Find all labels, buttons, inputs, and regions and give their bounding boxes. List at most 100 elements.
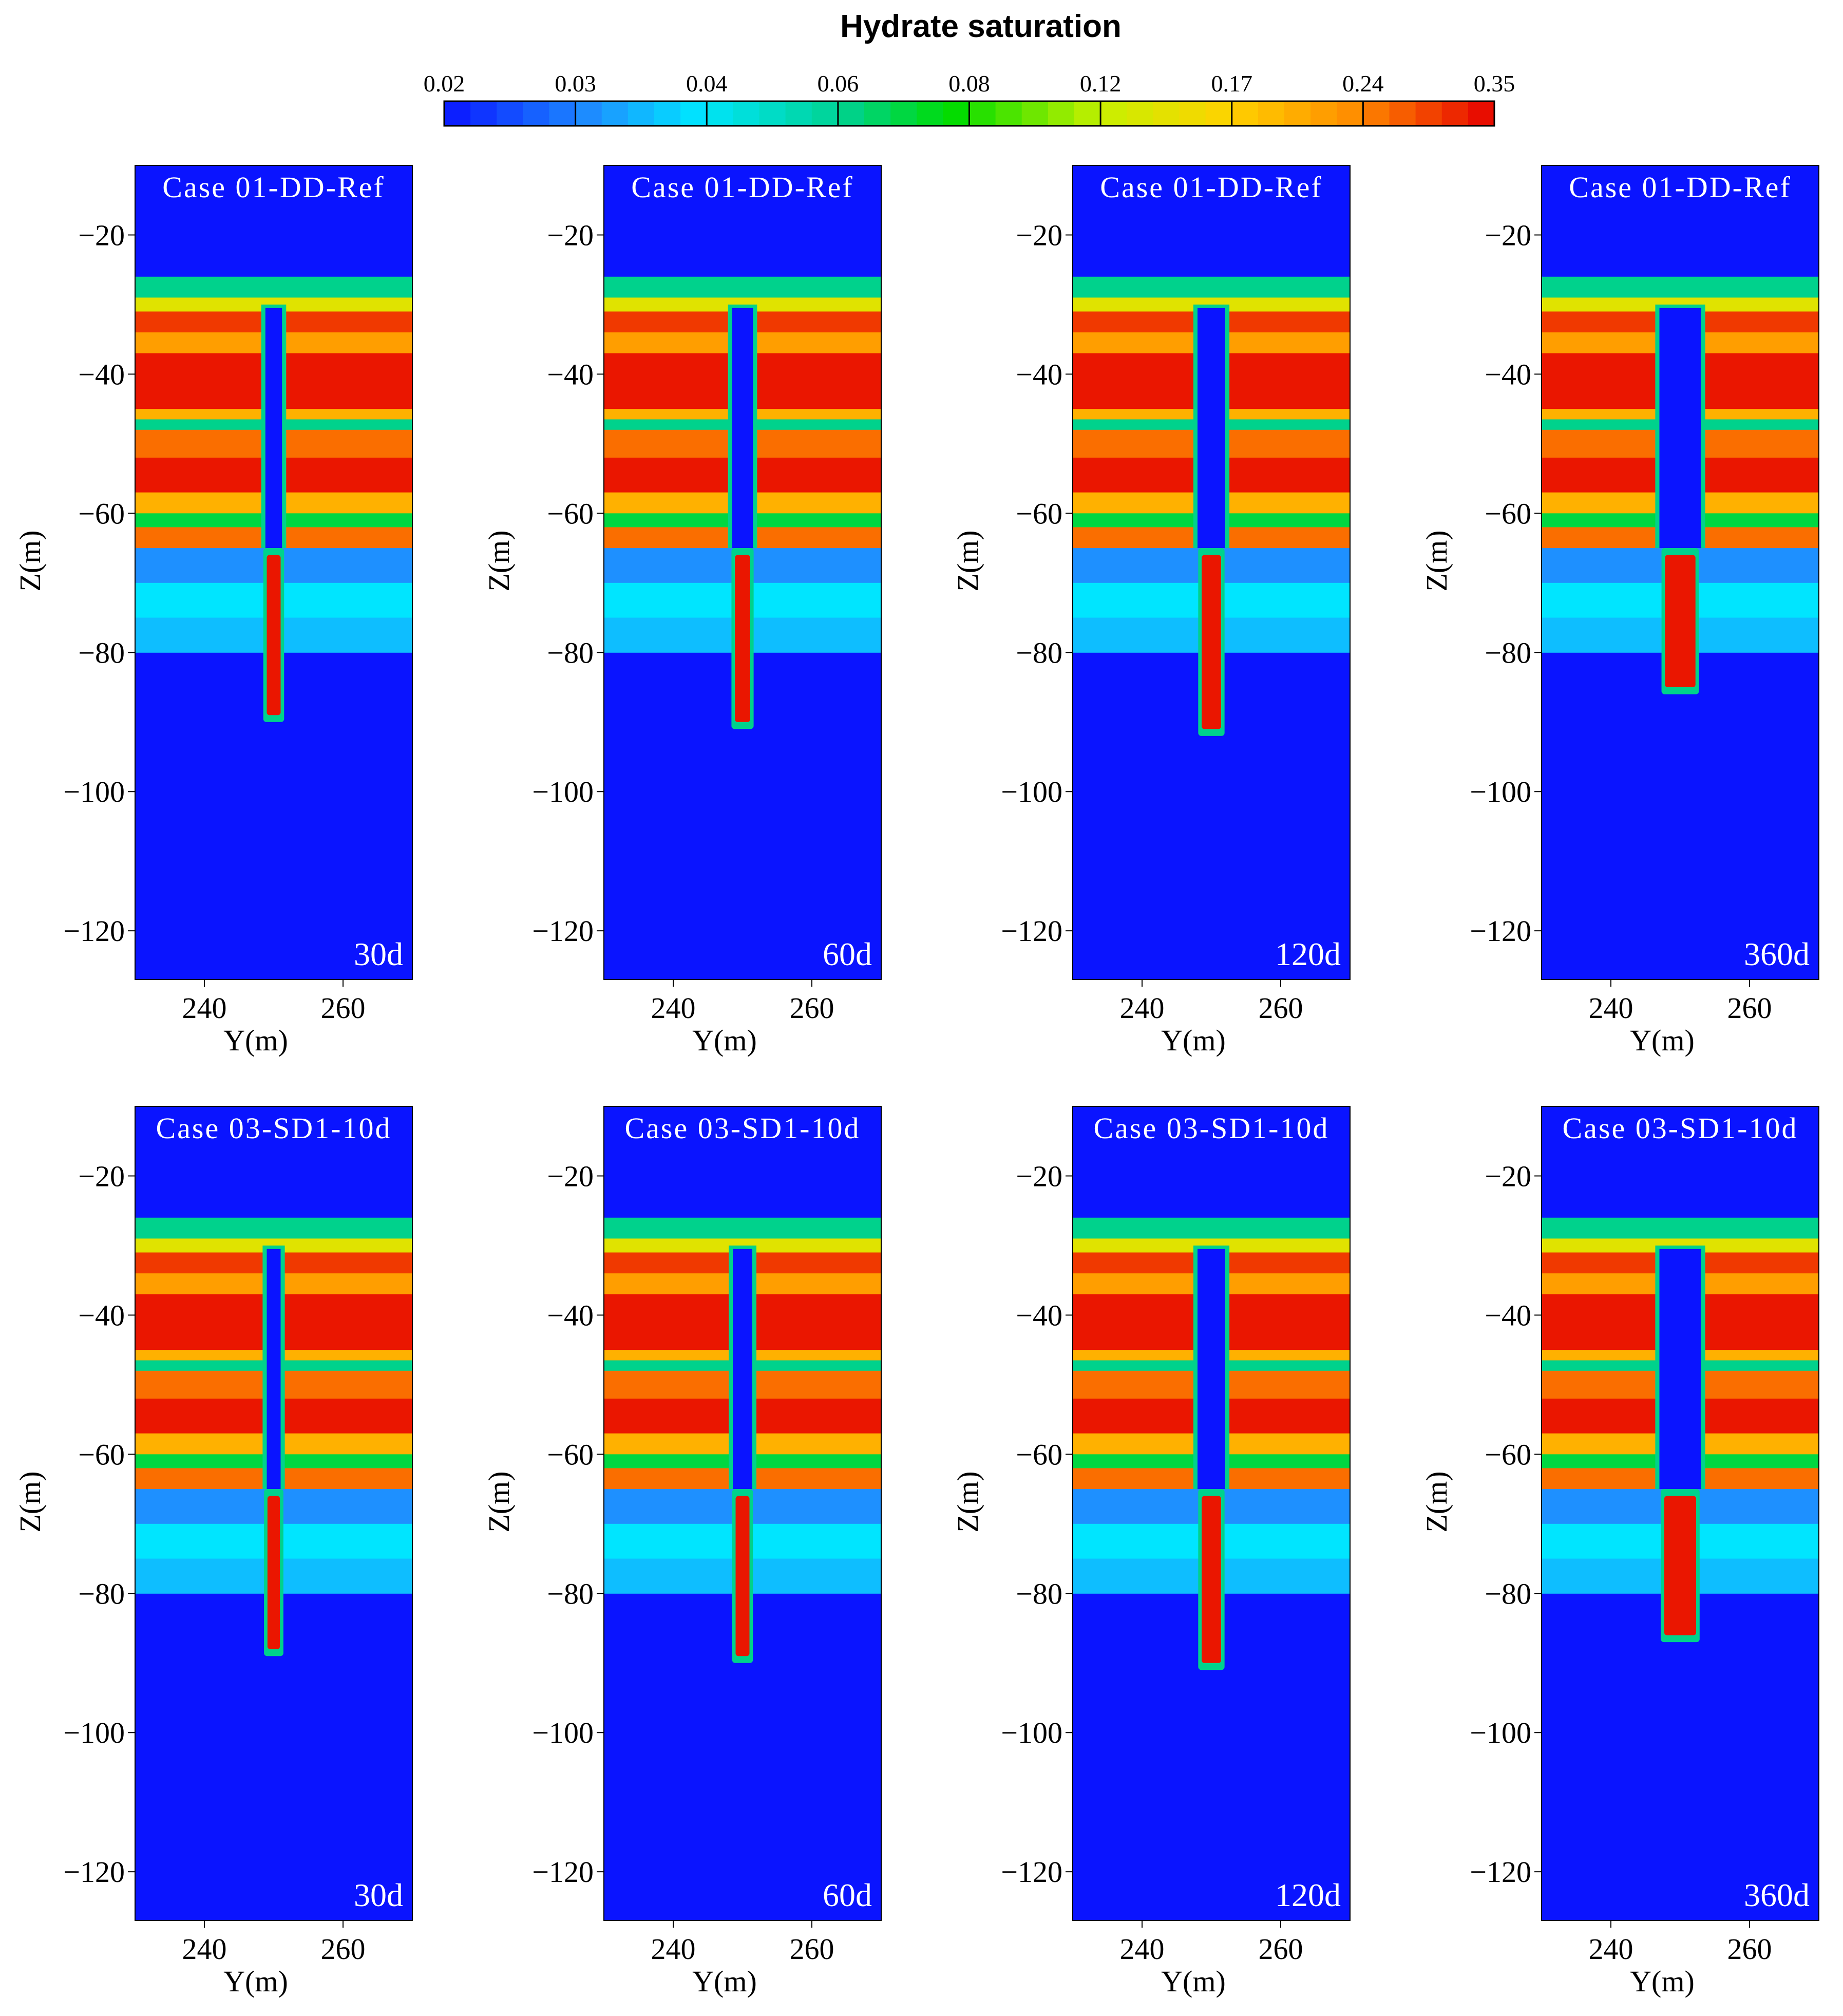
saturation-layer — [1542, 1217, 1819, 1239]
colorbar-step — [917, 101, 943, 126]
colorbar-step — [969, 101, 996, 126]
y-tick-label: −60 — [547, 1438, 594, 1471]
y-tick-label: −60 — [1485, 497, 1531, 530]
colorbar: Hydrate saturation 0.02 0.03 0.04 0.06 0.08 0… — [424, 9, 1515, 127]
x-tick-label: 240 — [1589, 991, 1633, 1025]
y-tick-label: −20 — [1016, 1159, 1062, 1193]
case-label: Case 03-SD1-10d — [156, 1111, 391, 1145]
saturation-layer — [135, 276, 412, 298]
case-label: Case 03-SD1-10d — [1093, 1111, 1329, 1145]
y-tick-label: −100 — [1470, 1716, 1531, 1749]
y-axis-label: Z(m) — [951, 530, 984, 591]
x-axis-label: Y(m) — [1161, 1024, 1226, 1057]
y-tick-label: −20 — [547, 218, 594, 252]
dissociation-zone — [267, 1249, 281, 1490]
x-tick-label: 260 — [790, 991, 834, 1025]
colorbar-tick-label: 0.06 — [818, 70, 859, 97]
x-tick-label: 240 — [651, 991, 696, 1025]
panel-field — [135, 1106, 412, 1920]
dissociation-zone — [732, 308, 753, 549]
colorbar-steps — [443, 100, 1495, 127]
panel-field — [1542, 1106, 1819, 1920]
panel-field — [604, 165, 881, 979]
plume-core — [735, 1496, 750, 1656]
colorbar-step — [470, 101, 497, 126]
colorbar-step — [1284, 101, 1311, 126]
y-tick-label: −100 — [532, 1716, 594, 1749]
colorbar-step — [523, 101, 549, 126]
x-tick-label: 260 — [790, 1932, 834, 1966]
y-tick-label: −60 — [1016, 1438, 1062, 1471]
colorbar-step — [707, 101, 733, 126]
y-tick-label: −40 — [1485, 1298, 1531, 1332]
case-label: Case 03-SD1-10d — [1562, 1111, 1798, 1145]
panel-grid: Case 01-DD-Ref 30d −20 −40 −60 −80 −100 −120 240… — [13, 165, 1819, 1998]
time-label: 60d — [823, 1877, 872, 1913]
time-label: 30d — [354, 1877, 403, 1913]
panel-frame — [603, 165, 882, 980]
y-tick-label: −80 — [78, 1577, 125, 1610]
case-label: Case 01-DD-Ref — [1100, 171, 1322, 204]
colorbar-step — [680, 101, 707, 126]
colorbar-step — [995, 101, 1022, 126]
dissociation-zone — [1659, 1249, 1701, 1490]
saturation-layer — [1073, 276, 1350, 298]
plume-core — [267, 555, 281, 715]
x-tick-label: 240 — [1120, 1932, 1165, 1966]
y-tick-label: −60 — [78, 497, 125, 530]
y-axis-label: Z(m) — [13, 1471, 47, 1532]
colorbar-step — [1100, 101, 1127, 126]
y-tick-label: −80 — [547, 636, 594, 669]
dissociation-zone — [265, 308, 282, 549]
y-tick-label: −20 — [78, 218, 125, 252]
colorbar-step — [1074, 101, 1101, 126]
colorbar-step — [654, 101, 681, 126]
y-tick-label: −100 — [1001, 775, 1062, 808]
time-label: 30d — [354, 936, 403, 972]
x-tick-label: 240 — [182, 991, 227, 1025]
y-axis-label: Z(m) — [1420, 1471, 1453, 1532]
colorbar-step — [1258, 101, 1285, 126]
dissociation-zone — [1198, 1249, 1225, 1490]
colorbar-step — [864, 101, 891, 126]
x-axis-label: Y(m) — [223, 1024, 288, 1057]
y-tick-label: −100 — [532, 775, 594, 808]
dissociation-zone — [1659, 308, 1701, 549]
panel-field — [135, 165, 412, 979]
y-tick-label: −20 — [1016, 218, 1062, 252]
x-axis-label: Y(m) — [1630, 1965, 1695, 1998]
colorbar-step — [575, 101, 602, 126]
colorbar-step — [1179, 101, 1206, 126]
y-tick-label: −120 — [532, 1855, 594, 1889]
colorbar-step — [1021, 101, 1049, 126]
y-tick-label: −80 — [547, 1577, 594, 1610]
colorbar-step — [1337, 101, 1363, 126]
colorbar-step — [943, 101, 970, 126]
saturation-layer — [604, 1217, 881, 1239]
colorbar-step — [1127, 101, 1153, 126]
x-axis-label: Y(m) — [692, 1024, 757, 1057]
panel: Case 03-SD1-10d 360d −20 −40 −60 −80 −100 −120 2… — [1420, 1106, 1819, 1998]
panel-frame — [1072, 165, 1351, 980]
y-tick-label: −120 — [1470, 914, 1531, 948]
colorbar-tick-label: 0.17 — [1211, 70, 1253, 97]
y-tick-label: −120 — [532, 914, 594, 948]
colorbar-tick-label: 0.08 — [948, 70, 990, 97]
case-label: Case 01-DD-Ref — [1569, 171, 1791, 204]
plume-core — [1664, 1496, 1697, 1635]
panel-field — [1542, 165, 1819, 979]
colorbar-tick-label: 0.35 — [1474, 70, 1515, 97]
colorbar-tick-label: 0.24 — [1342, 70, 1384, 97]
y-tick-label: −40 — [1016, 357, 1062, 391]
y-tick-label: −80 — [1016, 636, 1062, 669]
time-label: 360d — [1744, 936, 1810, 972]
colorbar-tick-label: 0.02 — [424, 70, 465, 97]
x-tick-label: 260 — [1259, 1932, 1303, 1966]
x-tick-label: 260 — [321, 991, 366, 1025]
colorbar-step — [1441, 101, 1469, 126]
y-axis-label: Z(m) — [1420, 530, 1453, 591]
saturation-layer — [1073, 1217, 1350, 1239]
y-tick-label: −80 — [78, 636, 125, 669]
colorbar-step — [1153, 101, 1180, 126]
y-axis-label: Z(m) — [482, 530, 516, 591]
